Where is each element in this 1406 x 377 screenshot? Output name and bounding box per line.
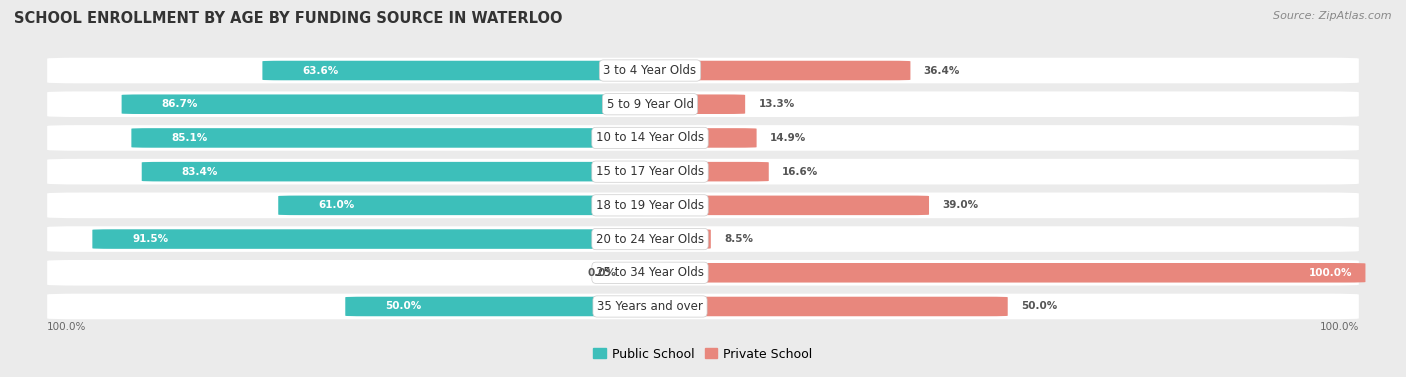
Text: Source: ZipAtlas.com: Source: ZipAtlas.com: [1274, 11, 1392, 21]
FancyBboxPatch shape: [142, 162, 650, 181]
Text: 14.9%: 14.9%: [770, 133, 806, 143]
FancyBboxPatch shape: [48, 91, 1358, 117]
FancyBboxPatch shape: [48, 159, 1358, 184]
Text: 36.4%: 36.4%: [924, 66, 960, 75]
Text: 86.7%: 86.7%: [162, 99, 198, 109]
Text: 0.0%: 0.0%: [588, 268, 617, 278]
FancyBboxPatch shape: [48, 294, 1358, 319]
Text: 39.0%: 39.0%: [942, 200, 979, 210]
Text: 50.0%: 50.0%: [385, 302, 422, 311]
FancyBboxPatch shape: [278, 196, 650, 215]
Text: 91.5%: 91.5%: [132, 234, 169, 244]
Text: 100.0%: 100.0%: [1309, 268, 1353, 278]
FancyBboxPatch shape: [650, 263, 1365, 282]
Text: 8.5%: 8.5%: [724, 234, 754, 244]
Text: 63.6%: 63.6%: [302, 66, 339, 75]
Text: 35 Years and over: 35 Years and over: [598, 300, 703, 313]
FancyBboxPatch shape: [263, 61, 650, 80]
FancyBboxPatch shape: [48, 260, 1358, 286]
FancyBboxPatch shape: [48, 125, 1358, 151]
FancyBboxPatch shape: [650, 95, 745, 114]
Text: 16.6%: 16.6%: [782, 167, 818, 177]
FancyBboxPatch shape: [650, 61, 911, 80]
Text: 100.0%: 100.0%: [48, 322, 87, 333]
Text: 83.4%: 83.4%: [181, 167, 218, 177]
FancyBboxPatch shape: [48, 226, 1358, 252]
Text: 50.0%: 50.0%: [1021, 302, 1057, 311]
FancyBboxPatch shape: [650, 229, 711, 249]
FancyBboxPatch shape: [48, 58, 1358, 83]
Text: 13.3%: 13.3%: [758, 99, 794, 109]
Text: 100.0%: 100.0%: [1319, 322, 1358, 333]
FancyBboxPatch shape: [48, 193, 1358, 218]
Text: 20 to 24 Year Olds: 20 to 24 Year Olds: [596, 233, 704, 245]
Text: 61.0%: 61.0%: [318, 200, 354, 210]
Text: 18 to 19 Year Olds: 18 to 19 Year Olds: [596, 199, 704, 212]
FancyBboxPatch shape: [650, 297, 1008, 316]
FancyBboxPatch shape: [650, 128, 756, 148]
FancyBboxPatch shape: [346, 297, 650, 316]
Text: 3 to 4 Year Olds: 3 to 4 Year Olds: [603, 64, 696, 77]
Text: 15 to 17 Year Olds: 15 to 17 Year Olds: [596, 165, 704, 178]
Text: 5 to 9 Year Old: 5 to 9 Year Old: [606, 98, 693, 111]
Text: SCHOOL ENROLLMENT BY AGE BY FUNDING SOURCE IN WATERLOO: SCHOOL ENROLLMENT BY AGE BY FUNDING SOUR…: [14, 11, 562, 26]
FancyBboxPatch shape: [650, 196, 929, 215]
Text: 85.1%: 85.1%: [172, 133, 207, 143]
Text: 10 to 14 Year Olds: 10 to 14 Year Olds: [596, 132, 704, 144]
FancyBboxPatch shape: [93, 229, 650, 249]
FancyBboxPatch shape: [650, 162, 769, 181]
FancyBboxPatch shape: [121, 95, 650, 114]
Legend: Public School, Private School: Public School, Private School: [588, 343, 818, 366]
Text: 25 to 34 Year Olds: 25 to 34 Year Olds: [596, 266, 704, 279]
FancyBboxPatch shape: [131, 128, 650, 148]
